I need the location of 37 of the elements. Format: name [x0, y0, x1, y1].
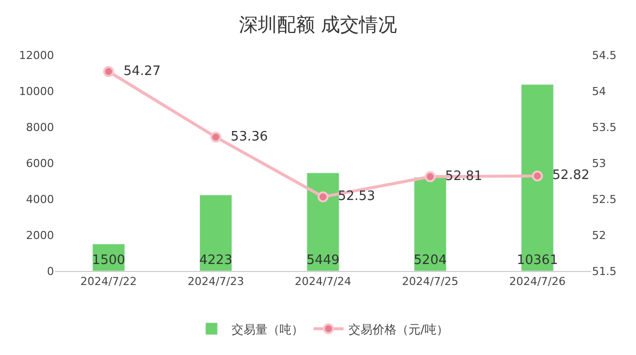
- point: [424, 171, 436, 182]
- x-tick-label: 2024/7/23: [188, 275, 244, 288]
- y-tick-label: 10000: [19, 84, 54, 98]
- data-label: 54.27: [115, 64, 161, 79]
- y-tick-label: 6000: [26, 156, 54, 170]
- point: [532, 170, 543, 182]
- legend-label: 交易量（吨）: [232, 322, 304, 336]
- y2-tick-label: 52: [592, 228, 606, 242]
- y-tick-label: 2000: [26, 228, 54, 242]
- data-label: 53.36: [222, 129, 268, 144]
- y2-tick-label: 54.5: [592, 48, 616, 62]
- data-label: 52.82: [544, 168, 590, 184]
- chart-title: 深圳配额 成交情况: [238, 14, 398, 36]
- bar: [306, 172, 340, 271]
- y-tick-label: 12000: [19, 48, 54, 62]
- point: [318, 191, 328, 202]
- x-tick-label: 2024/7/26: [509, 275, 566, 288]
- x-tick-label: 2024/7/22: [80, 275, 137, 288]
- legend-label: 交易价格（元/吨）: [348, 322, 449, 336]
- y2-tick-label: 54: [592, 84, 606, 98]
- point: [103, 66, 114, 78]
- y2-tick-label: 53.5: [592, 120, 616, 134]
- y2-tick-label: 52.5: [592, 192, 616, 206]
- x-tick-label: 2024/7/24: [294, 275, 352, 288]
- y2-tick-label: 53: [592, 156, 606, 170]
- y-tick-label: 4000: [26, 192, 54, 206]
- y2-tick-label: 51.5: [592, 264, 616, 278]
- data-label: 1500: [92, 253, 126, 268]
- data-label: 52.81: [436, 168, 482, 184]
- data-label: 5204: [414, 253, 447, 268]
- data-label: 5449: [306, 253, 340, 268]
- y-tick-label: 0: [47, 264, 54, 278]
- bar: [414, 177, 447, 271]
- y-tick-label: 8000: [26, 120, 54, 134]
- point: [210, 132, 222, 143]
- data-label: 52.53: [330, 189, 376, 204]
- x-tick-label: 2024/7/25: [402, 275, 458, 288]
